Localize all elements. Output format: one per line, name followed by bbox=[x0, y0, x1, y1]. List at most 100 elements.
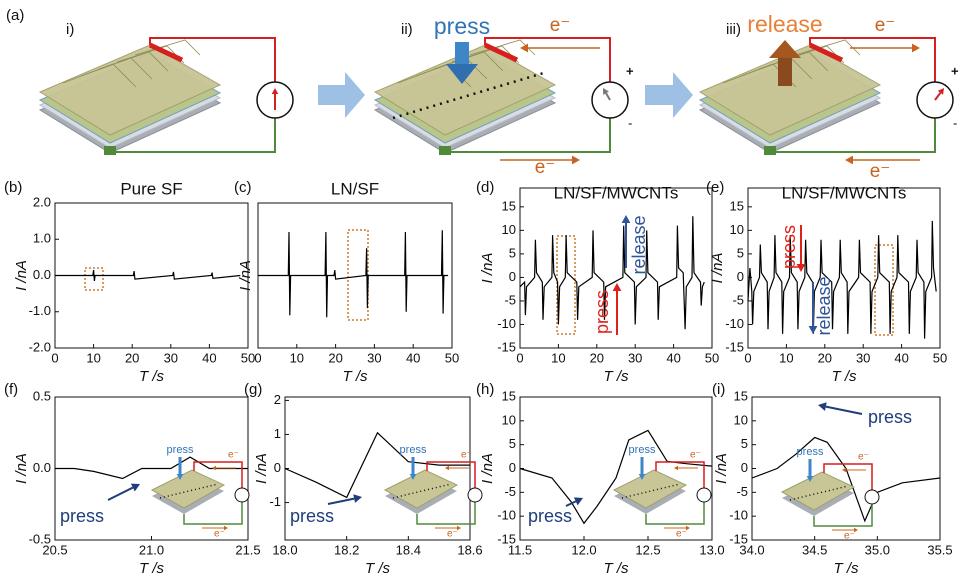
inset-electron: e⁻ bbox=[461, 450, 472, 461]
inset-wire-top bbox=[193, 461, 243, 488]
y-axis-label: I /nA bbox=[253, 453, 270, 484]
plot-frame bbox=[519, 187, 713, 349]
electrode-top bbox=[483, 42, 519, 63]
inset-wire-bottom bbox=[183, 502, 243, 525]
release-head bbox=[769, 40, 801, 58]
electron-label: e⁻ bbox=[870, 161, 891, 182]
x-tick-label: 20 bbox=[328, 350, 342, 365]
y-tick-label: 10 bbox=[502, 222, 516, 237]
x-axis-label: T /s bbox=[834, 560, 859, 577]
arrow-head bbox=[686, 525, 690, 531]
arrow-head bbox=[176, 474, 184, 480]
chart-title: LN/SF/MWCNTs bbox=[782, 183, 907, 202]
wire-bottom bbox=[444, 118, 611, 153]
inset-electron: e⁻ bbox=[228, 450, 239, 461]
x-tick-label: 10 bbox=[290, 350, 304, 365]
y-tick-label: 2 bbox=[274, 392, 281, 407]
arrow-head bbox=[808, 326, 818, 334]
y-tick-label: -2.0 bbox=[29, 339, 51, 354]
arrow-head bbox=[854, 527, 858, 533]
x-tick-label: 10 bbox=[551, 350, 565, 365]
data-line bbox=[747, 220, 937, 339]
electron-label: e⁻ bbox=[535, 157, 556, 178]
x-tick-label: 13.0 bbox=[699, 542, 724, 557]
y-tick-label: 15 bbox=[502, 198, 516, 213]
x-tick-label: 12.0 bbox=[571, 542, 596, 557]
arrow-shaft bbox=[107, 486, 134, 501]
x-tick-label: 18.6 bbox=[457, 542, 482, 557]
data-line bbox=[55, 270, 241, 281]
press-label: press bbox=[434, 13, 490, 39]
step-label: ii) bbox=[401, 21, 413, 38]
panel-label: (i) bbox=[712, 381, 725, 398]
arrow-head bbox=[845, 155, 853, 165]
y-tick-label: 15 bbox=[734, 388, 748, 403]
plot-frame bbox=[747, 187, 941, 349]
panel-label: (e) bbox=[706, 179, 724, 196]
arrow-head bbox=[457, 525, 461, 531]
step-label: i) bbox=[66, 21, 74, 38]
data-line bbox=[258, 230, 449, 318]
press-head bbox=[446, 64, 478, 84]
chart-title: LN/SF bbox=[331, 179, 379, 198]
process-arrow bbox=[645, 72, 693, 118]
x-tick-label: 0 bbox=[254, 350, 261, 365]
x-tick-label: 30 bbox=[164, 350, 178, 365]
y-tick-label: -15 bbox=[497, 531, 516, 546]
x-tick-label: 0 bbox=[516, 350, 523, 365]
arrow-head bbox=[806, 476, 814, 482]
x-tick-label: 34.0 bbox=[739, 542, 764, 557]
x-tick-label: 10 bbox=[779, 350, 793, 365]
x-tick-label: 20.5 bbox=[42, 542, 67, 557]
panel-label: (h) bbox=[476, 381, 494, 398]
highlight-box bbox=[347, 229, 369, 321]
release-label: release bbox=[747, 11, 822, 37]
arrow-head bbox=[674, 465, 678, 471]
y-tick-label: 2.0 bbox=[33, 194, 51, 209]
inset-meter bbox=[864, 489, 880, 505]
y-tick-label: -1 bbox=[269, 494, 281, 509]
y-tick-label: 0 bbox=[741, 460, 748, 475]
electron-label: e⁻ bbox=[875, 15, 896, 36]
x-tick-label: 0 bbox=[51, 350, 58, 365]
y-tick-label: 0 bbox=[509, 269, 516, 284]
annotation: press bbox=[60, 506, 104, 526]
x-tick-label: 30 bbox=[856, 350, 870, 365]
y-tick-label: 1.0 bbox=[33, 231, 51, 246]
y-tick-label: -10 bbox=[497, 316, 516, 331]
plate-top bbox=[38, 44, 222, 136]
minus-sign: - bbox=[628, 115, 632, 130]
panel-label: (f) bbox=[4, 381, 18, 398]
y-tick-label: 0 bbox=[737, 269, 744, 284]
arrow-head bbox=[818, 402, 827, 411]
x-tick-label: 18.4 bbox=[396, 542, 421, 557]
x-tick-label: 34.5 bbox=[802, 542, 827, 557]
y-axis-label: I /nA bbox=[479, 253, 496, 284]
annotation: release bbox=[814, 276, 834, 335]
y-tick-label: 5 bbox=[509, 245, 516, 260]
arrow-head bbox=[937, 88, 944, 95]
electrode-top bbox=[808, 42, 844, 63]
electron-label: e⁻ bbox=[550, 15, 571, 36]
y-tick-label: -10 bbox=[725, 316, 744, 331]
inset-press: press bbox=[629, 444, 656, 456]
arrow-head bbox=[796, 264, 806, 272]
inset-meter bbox=[696, 487, 712, 503]
y-tick-label: -5 bbox=[504, 484, 516, 499]
wire-top bbox=[149, 37, 276, 82]
inset-press: press bbox=[400, 444, 427, 456]
inset-plate-top bbox=[780, 471, 856, 511]
press-shaft bbox=[455, 42, 469, 64]
y-tick-label: 10 bbox=[730, 222, 744, 237]
wire-top bbox=[484, 37, 611, 82]
plate-top bbox=[373, 44, 557, 136]
plus-sign: + bbox=[951, 63, 959, 78]
x-tick-label: 21.5 bbox=[235, 542, 260, 557]
inset-wire-bottom bbox=[645, 502, 705, 525]
arrow-head bbox=[573, 497, 583, 506]
y-axis-label: I /nA bbox=[713, 453, 730, 484]
inset-press: press bbox=[797, 446, 824, 458]
inset-electron: e⁻ bbox=[676, 529, 687, 540]
x-tick-label: 30 bbox=[367, 350, 381, 365]
x-tick-label: 50 bbox=[445, 350, 459, 365]
